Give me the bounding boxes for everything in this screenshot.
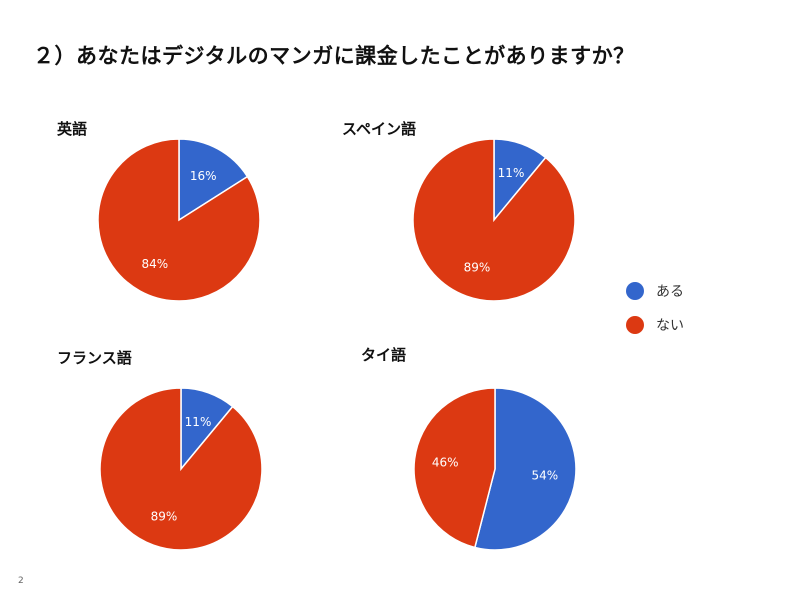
pie-label-nai: 89% bbox=[464, 260, 491, 274]
pie-slice-aru bbox=[473, 387, 577, 551]
pie-label-nai: 84% bbox=[141, 257, 168, 271]
pie-slice-nai bbox=[412, 138, 576, 302]
legend-label-aru: ある bbox=[656, 284, 684, 300]
legend-swatch-aru bbox=[626, 282, 644, 300]
legend-swatch-nai bbox=[626, 316, 644, 334]
pie-slice-nai bbox=[97, 138, 261, 302]
pie-label-aru: 11% bbox=[498, 166, 525, 180]
legend-label-nai: ない bbox=[656, 318, 684, 334]
page-number: 2 bbox=[18, 576, 24, 586]
pie-slice-nai bbox=[413, 387, 496, 549]
pie-label-nai: 89% bbox=[151, 509, 178, 523]
chart-title-english: 英語 bbox=[57, 120, 88, 138]
pie-label-aru: 16% bbox=[190, 169, 217, 183]
pie-chart-english: 16% 84% bbox=[97, 138, 261, 302]
pie-label-aru: 11% bbox=[185, 415, 212, 429]
pie-chart-thai: 54% 46% bbox=[413, 387, 577, 551]
pie-label-aru: 54% bbox=[531, 468, 558, 482]
legend-item-nai: ない bbox=[626, 314, 684, 336]
pie-label-nai: 46% bbox=[432, 456, 459, 470]
page-title: ２）あなたはデジタルのマンガに課金したことがありますか？ bbox=[33, 44, 635, 68]
legend-item-aru: ある bbox=[626, 280, 684, 302]
pie-chart-spanish: 11% 89% bbox=[412, 138, 576, 302]
chart-legend: ある ない bbox=[626, 280, 684, 348]
chart-title-spanish: スペイン語 bbox=[342, 120, 416, 138]
chart-title-thai: タイ語 bbox=[361, 346, 407, 364]
pie-chart-french: 11% 89% bbox=[99, 387, 263, 551]
chart-title-french: フランス語 bbox=[57, 349, 132, 367]
pie-slice-aru bbox=[178, 138, 249, 222]
pie-slice-nai bbox=[99, 387, 263, 551]
